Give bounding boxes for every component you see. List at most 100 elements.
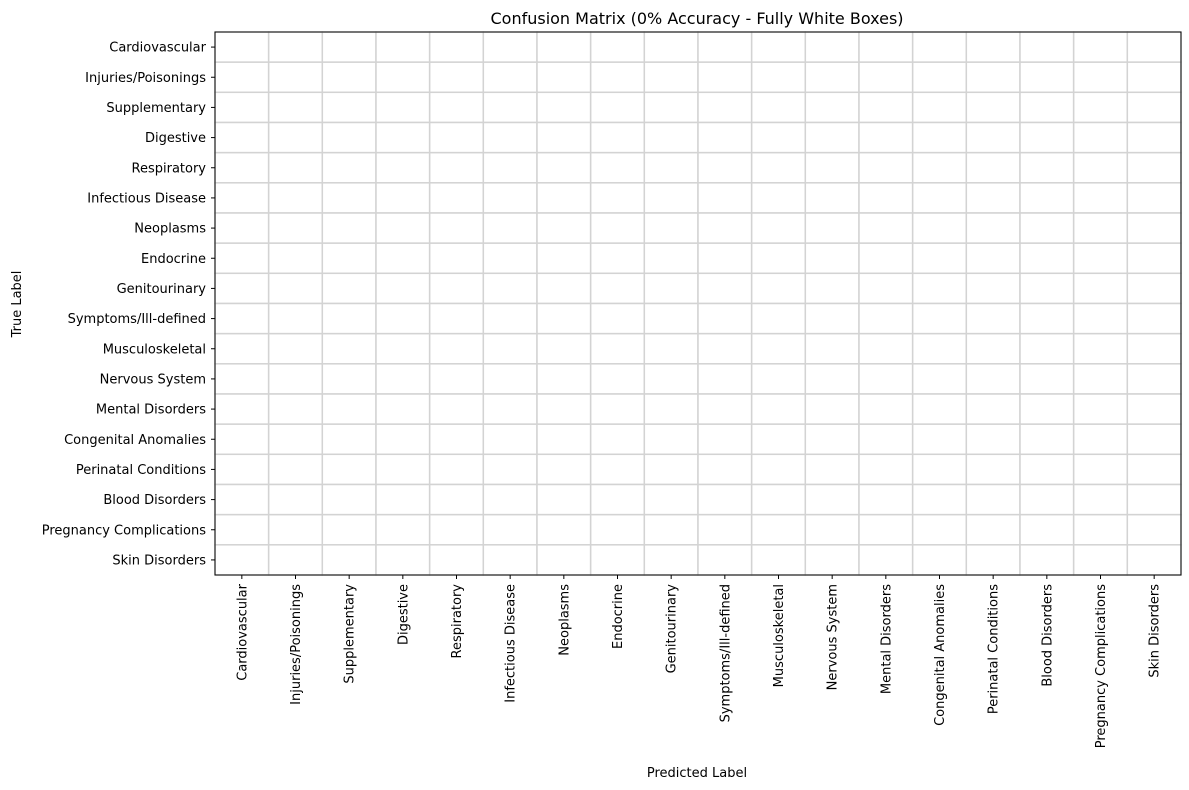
heatmap-cell	[482, 363, 538, 395]
heatmap-cell	[750, 212, 807, 244]
heatmap-cell	[214, 483, 270, 516]
heatmap-cell	[1019, 302, 1075, 335]
heatmap-cell	[750, 453, 807, 486]
heatmap-cell	[589, 272, 646, 305]
heatmap-cell	[482, 121, 538, 154]
heatmap-cell	[804, 544, 860, 576]
x-tick-label: Endocrine	[611, 584, 626, 649]
heatmap-cell	[375, 91, 431, 124]
heatmap-cell	[214, 393, 270, 425]
heatmap-cell	[214, 544, 270, 576]
heatmap-cell	[589, 31, 646, 63]
heatmap-cell	[965, 453, 1021, 486]
heatmap-cell	[965, 212, 1021, 244]
heatmap-cell	[536, 423, 592, 456]
heatmap-cell	[1019, 212, 1075, 244]
heatmap-cell	[321, 363, 377, 395]
x-tick-label: Symptoms/Ill-defined	[718, 584, 733, 722]
heatmap-cell	[643, 151, 699, 184]
heatmap-cell	[750, 31, 807, 63]
heatmap-cell	[321, 423, 377, 456]
heatmap-cell	[965, 363, 1021, 395]
x-tick-label: Musculoskeletal	[772, 584, 787, 687]
heatmap-cell	[428, 513, 485, 546]
heatmap-cell	[1126, 544, 1182, 576]
y-tick-label: Neoplasms	[134, 222, 206, 237]
heatmap-cell	[965, 544, 1021, 576]
y-axis-ticks: Cardiovascular Injuries/Poisonings Supplem…	[42, 41, 215, 568]
heatmap-cell	[1072, 121, 1129, 154]
heatmap-cell	[858, 483, 914, 516]
heatmap-cell	[482, 544, 538, 576]
heatmap-cell	[375, 302, 431, 335]
heatmap-cell	[1019, 544, 1075, 576]
heatmap-cell	[750, 393, 807, 425]
heatmap-cell	[428, 302, 485, 335]
heatmap-cell	[1019, 182, 1075, 214]
heatmap-cell	[321, 272, 377, 305]
heatmap-cell	[643, 393, 699, 425]
y-tick-label: Respiratory	[132, 161, 207, 176]
heatmap-cell	[643, 242, 699, 275]
heatmap-cell	[697, 544, 753, 576]
heatmap-cell	[858, 31, 914, 63]
heatmap-cell	[911, 182, 968, 214]
heatmap-cell	[1019, 393, 1075, 425]
heatmap-cell	[321, 182, 377, 214]
heatmap-cell	[804, 483, 860, 516]
heatmap-cell	[482, 513, 538, 546]
x-tick-label: Cardiovascular	[235, 583, 250, 680]
heatmap-cell	[428, 61, 485, 94]
heatmap-cell	[536, 513, 592, 546]
heatmap-cell	[697, 453, 753, 486]
heatmap-cell	[804, 212, 860, 244]
heatmap-cell	[536, 182, 592, 214]
heatmap-cell	[536, 151, 592, 184]
heatmap-cell	[1019, 31, 1075, 63]
heatmap-cell	[1072, 393, 1129, 425]
heatmap-cell	[804, 423, 860, 456]
heatmap-cell	[750, 242, 807, 275]
x-tick-label: Pregnancy Complications	[1094, 584, 1109, 749]
heatmap-cell	[428, 423, 485, 456]
heatmap-cell	[214, 453, 270, 486]
heatmap-cell	[804, 302, 860, 335]
heatmap-cell	[1126, 302, 1182, 335]
heatmap-cell	[321, 513, 377, 546]
heatmap-cell	[911, 121, 968, 154]
heatmap-cell	[697, 31, 753, 63]
heatmap-cell	[267, 393, 324, 425]
heatmap-cell	[1019, 423, 1075, 456]
heatmap-cell	[643, 423, 699, 456]
heatmap-cell	[750, 332, 807, 365]
heatmap-cell	[1019, 332, 1075, 365]
y-tick-label: Perinatal Conditions	[76, 463, 206, 478]
heatmap-cell	[482, 31, 538, 63]
heatmap-cell	[267, 544, 324, 576]
heatmap-cell	[858, 423, 914, 456]
heatmap-cell	[1072, 272, 1129, 305]
heatmap-cell	[643, 182, 699, 214]
heatmap-cell	[804, 453, 860, 486]
heatmap-cell	[804, 182, 860, 214]
heatmap-cell	[536, 544, 592, 576]
heatmap-cell	[750, 121, 807, 154]
heatmap-cell	[536, 302, 592, 335]
heatmap-cell	[750, 182, 807, 214]
heatmap-cell	[965, 61, 1021, 94]
heatmap-cell	[643, 302, 699, 335]
heatmap-cell	[482, 302, 538, 335]
heatmap-cell	[1072, 182, 1129, 214]
heatmap-cell	[750, 91, 807, 124]
x-tick-label: Neoplasms	[557, 584, 572, 656]
heatmap-cell	[267, 302, 324, 335]
y-tick-label: Genitourinary	[117, 282, 207, 297]
heatmap-cell	[911, 151, 968, 184]
heatmap-cell	[911, 393, 968, 425]
heatmap-cell	[697, 182, 753, 214]
heatmap-cell	[536, 242, 592, 275]
heatmap-cell	[321, 453, 377, 486]
heatmap-cell	[1019, 453, 1075, 486]
heatmap-cell	[375, 121, 431, 154]
